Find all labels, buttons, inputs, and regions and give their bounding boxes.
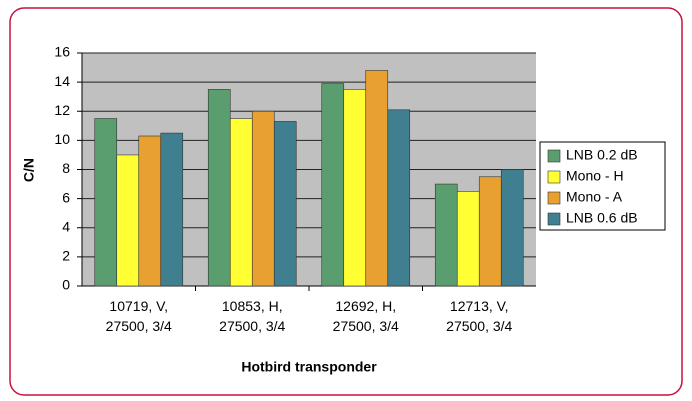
- bar: [207, 89, 231, 287]
- y-tick-label: 10: [54, 131, 70, 147]
- legend-label: Mono - H: [566, 168, 624, 184]
- bar: [229, 118, 253, 287]
- x-axis-label: Hotbird transponder: [241, 359, 377, 375]
- x-tick-label: 12692, H, 27500, 3/4: [332, 298, 399, 334]
- bar: [138, 135, 162, 287]
- legend-label: LNB 0.6 dB: [566, 210, 638, 226]
- bar: [160, 132, 184, 287]
- legend-swatch: [547, 212, 561, 226]
- y-axis-label: C/N: [21, 158, 37, 182]
- y-tick-label: 12: [54, 102, 70, 118]
- y-tick-label: 6: [62, 189, 70, 205]
- bar: [456, 191, 480, 287]
- bar: [321, 83, 345, 287]
- bar: [434, 183, 458, 287]
- bar: [251, 110, 275, 287]
- legend-swatch: [547, 149, 561, 163]
- bar: [94, 118, 118, 287]
- legend-swatch: [547, 191, 561, 205]
- x-tick-label: 12713, V, 27500, 3/4: [446, 298, 513, 334]
- legend-label: LNB 0.2 dB: [566, 147, 638, 163]
- x-tick-label: 10719, V, 27500, 3/4: [105, 298, 172, 334]
- y-tick-label: 8: [62, 160, 70, 176]
- y-tick-label: 2: [62, 248, 70, 264]
- bar: [478, 176, 502, 287]
- y-tick-label: 16: [54, 44, 70, 60]
- bar: [116, 154, 140, 287]
- legend-label: Mono - A: [566, 189, 623, 205]
- bar: [500, 169, 524, 287]
- y-tick-label: 4: [62, 218, 70, 234]
- bar: [343, 89, 367, 287]
- bar: [387, 109, 411, 287]
- y-tick-label: 0: [62, 277, 70, 293]
- x-tick-label: 10853, H, 27500, 3/4: [219, 298, 286, 334]
- y-tick-label: 14: [54, 73, 70, 89]
- legend-box: [539, 141, 666, 231]
- legend-swatch: [547, 170, 561, 184]
- bar: [273, 121, 297, 287]
- bar: [365, 70, 389, 287]
